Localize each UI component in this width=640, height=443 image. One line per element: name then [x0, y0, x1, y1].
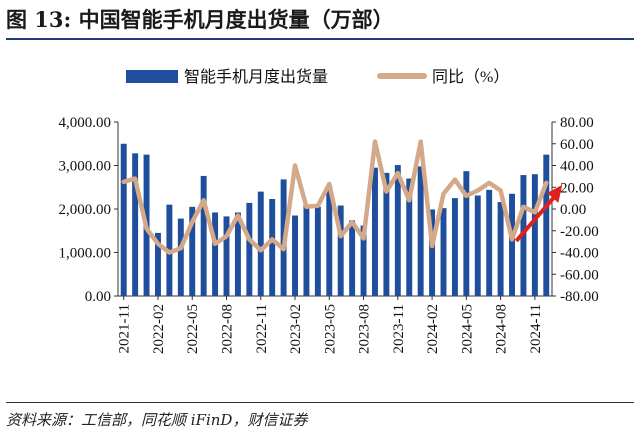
bar: [314, 206, 321, 296]
y-right-tick-label: -80.00: [560, 289, 599, 305]
x-tick-label: 2022-05: [185, 304, 201, 354]
y-left-tick-label: 3,000.00: [59, 159, 112, 175]
bar: [497, 202, 504, 296]
legend-line-label: 同比（%）: [432, 68, 509, 86]
y-right-tick-label: -20.00: [560, 224, 599, 240]
source-rule: [6, 402, 634, 403]
x-tick-label: 2023-05: [322, 304, 338, 354]
bar: [337, 205, 344, 296]
bar: [303, 204, 310, 296]
bar: [429, 209, 436, 296]
y-left-tick-label: 2,000.00: [59, 202, 112, 218]
bar: [269, 198, 276, 296]
bar: [509, 193, 515, 296]
x-tick-label: 2024-08: [494, 304, 510, 354]
bar: [463, 171, 470, 296]
y-right-tick-label: -40.00: [560, 246, 599, 262]
y-right-tick-label: -60.00: [560, 267, 599, 283]
bar: [451, 198, 458, 296]
y-right-tick-label: 20.00: [560, 180, 594, 196]
bar: [189, 206, 196, 296]
y-right-tick-label: 60.00: [560, 137, 594, 153]
bar: [440, 208, 447, 296]
y-left-tick-label: 1,000.00: [59, 246, 112, 262]
bar: [486, 189, 493, 296]
yoy-line: [121, 139, 549, 255]
bar: [200, 175, 207, 296]
x-tick-label: 2023-11: [391, 304, 407, 353]
bar: [394, 165, 401, 296]
bar: [360, 225, 367, 296]
chart: 智能手机月度出货量 同比（%） 0.00 1,000.00 2,000.00 3,00…: [59, 68, 599, 354]
bar: [257, 191, 264, 296]
x-tick-label: 2022-08: [220, 304, 236, 354]
bar: [234, 212, 241, 296]
bar: [543, 154, 550, 296]
bar: [372, 167, 378, 296]
axes: 0.00 1,000.00 2,000.00 3,000.00 4,000.00 -80.…: [59, 115, 599, 354]
bar: [120, 143, 127, 296]
y-left-tick-label: 0.00: [85, 289, 111, 305]
bar: [246, 202, 253, 296]
annotation-arrow-shaft: [514, 195, 556, 243]
title-rule: [6, 38, 634, 40]
x-tick-label: 2023-08: [357, 304, 373, 354]
bar: [531, 174, 538, 296]
x-tick-label: 2023-02: [288, 304, 304, 354]
bar: [383, 172, 390, 296]
x-tick-label: 2024-05: [459, 304, 475, 354]
y-right-tick-label: 80.00: [560, 115, 594, 131]
bar: [326, 186, 333, 296]
legend-bar-label: 智能手机月度出货量: [184, 68, 328, 86]
bar: [417, 166, 424, 296]
x-tick-label: 2022-02: [151, 304, 167, 354]
line-series: [121, 139, 549, 255]
bar: [406, 178, 413, 296]
annotation: [514, 184, 563, 243]
bar: [155, 232, 161, 296]
x-tick-label: 2024-02: [425, 304, 441, 354]
annotation-arrow-head: [547, 184, 563, 203]
x-tick-label: 2022-11: [254, 304, 270, 353]
x-tick-label: 2021-11: [117, 304, 133, 353]
bar: [474, 195, 481, 296]
source-note: 资料来源：工信部，同花顺 iFinD，财信证券: [6, 411, 308, 429]
bar: [132, 153, 139, 296]
bar: [349, 220, 356, 296]
y-right-tick-label: 0.00: [560, 202, 586, 218]
legend-bar-swatch: [126, 70, 178, 83]
legend: 智能手机月度出货量 同比（%）: [126, 68, 509, 86]
y-left-tick-label: 4,000.00: [59, 115, 112, 131]
y-right-tick-label: 40.00: [560, 159, 594, 175]
bar: [292, 215, 298, 296]
bar: [177, 218, 184, 296]
bar: [212, 212, 219, 296]
figure-title: 图 13: 中国智能手机月度出货量（万部）: [6, 7, 394, 32]
x-tick-label: 2024-11: [528, 304, 544, 353]
bar: [223, 216, 230, 296]
